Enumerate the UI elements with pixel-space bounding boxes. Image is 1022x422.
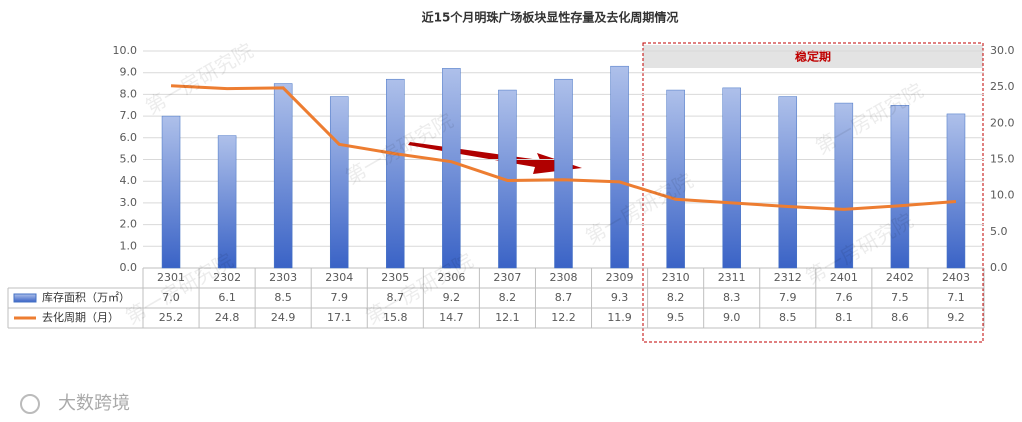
line: [170, 84, 957, 211]
bar: [217, 135, 237, 269]
x-tick-label: 2309: [606, 271, 634, 284]
x-tick-label: 2306: [437, 271, 465, 284]
x-tick-label: 2403: [942, 271, 970, 284]
x-tick-label: 2303: [269, 271, 297, 284]
y2-tick-label: 30.0: [990, 44, 1015, 57]
table-value: 8.3: [723, 291, 741, 304]
x-tick-label: 2401: [830, 271, 858, 284]
y-tick-label: 8.0: [120, 87, 138, 100]
table-value: 7.0: [162, 291, 180, 304]
table-value: 24.8: [215, 311, 240, 324]
bar: [273, 83, 293, 269]
logo-icon: [20, 394, 40, 414]
y-tick-label: 7.0: [120, 109, 138, 122]
x-tick-label: 2305: [381, 271, 409, 284]
table-value: 7.9: [779, 291, 797, 304]
annotation-label: 稳定期: [795, 49, 831, 64]
table-value: 12.2: [551, 311, 576, 324]
x-tick-label: 2312: [774, 271, 802, 284]
table-value: 9.5: [667, 311, 685, 324]
annotation-box: [642, 42, 984, 343]
x-tick-label: 2307: [493, 271, 521, 284]
y-tick-label: 2.0: [120, 218, 138, 231]
table-value: 7.1: [947, 291, 965, 304]
table-value: 6.1: [218, 291, 236, 304]
bar: [890, 105, 910, 269]
table-value: 11.9: [607, 311, 632, 324]
x-tick-label: 2402: [886, 271, 914, 284]
table-value: 8.7: [387, 291, 405, 304]
bar: [442, 68, 461, 269]
table-value: 9.2: [947, 311, 965, 324]
legend-label: 库存面积（万㎡）: [42, 290, 130, 304]
y2-tick-label: 5.0: [990, 225, 1008, 238]
table-value: 17.1: [327, 311, 352, 324]
table-value: 8.5: [779, 311, 797, 324]
bar: [329, 96, 349, 269]
y2-tick-label: 25.0: [990, 80, 1015, 93]
bar: [834, 102, 854, 269]
table-value: 7.5: [891, 291, 909, 304]
table-value: 9.2: [443, 291, 461, 304]
x-tick-label: 2311: [718, 271, 746, 284]
table-value: 7.6: [835, 291, 853, 304]
table-value: 8.7: [555, 291, 573, 304]
y2-tick-label: 10.0: [990, 189, 1015, 202]
bar: [386, 78, 405, 269]
y-tick-label: 4.0: [120, 174, 138, 187]
y2-tick-label: 20.0: [990, 116, 1015, 129]
y-tick-label: 9.0: [120, 66, 138, 79]
table-value: 12.1: [495, 311, 520, 324]
chart-title: 近15个月明珠广场板块显性存量及去化周期情况: [422, 10, 679, 25]
x-tick-label: 2304: [325, 271, 353, 284]
x-tick-label: 2302: [213, 271, 241, 284]
table-value: 9.3: [611, 291, 629, 304]
table-value: 24.9: [271, 311, 296, 324]
y-tick-label: 1.0: [120, 239, 138, 252]
table-value: 25.2: [159, 311, 184, 324]
y-tick-label: 10.0: [113, 44, 138, 57]
table-value: 8.6: [891, 311, 909, 324]
table-value: 14.7: [439, 311, 464, 324]
y-tick-label: 3.0: [120, 196, 138, 209]
bar: [554, 78, 573, 269]
x-tick-label: 2301: [157, 271, 185, 284]
y2-tick-label: 15.0: [990, 153, 1015, 166]
table-value: 8.5: [274, 291, 292, 304]
bar: [666, 89, 685, 269]
x-tick-label: 2308: [550, 271, 578, 284]
watermark: 第一房研究院: [141, 38, 257, 119]
y-tick-label: 5.0: [120, 153, 138, 166]
x-tick-label: 2310: [662, 271, 690, 284]
table-value: 8.2: [667, 291, 685, 304]
logo: 大数跨境: [58, 393, 130, 414]
bar: [946, 113, 966, 269]
table-value: 9.0: [723, 311, 741, 324]
table-value: 8.1: [835, 311, 853, 324]
y-tick-label: 0.0: [120, 261, 138, 274]
table-value: 15.8: [383, 311, 408, 324]
y-tick-label: 6.0: [120, 131, 138, 144]
bar: [161, 115, 181, 269]
table-value: 7.9: [330, 291, 348, 304]
bar: [778, 96, 798, 269]
bar: [722, 87, 741, 269]
legend-label: 去化周期（月）: [42, 310, 119, 324]
y2-tick-label: 0.0: [990, 261, 1008, 274]
table-value: 8.2: [499, 291, 517, 304]
watermark: 第一房研究院: [811, 78, 927, 159]
bar: [610, 65, 629, 269]
legend-swatch: [13, 293, 37, 303]
